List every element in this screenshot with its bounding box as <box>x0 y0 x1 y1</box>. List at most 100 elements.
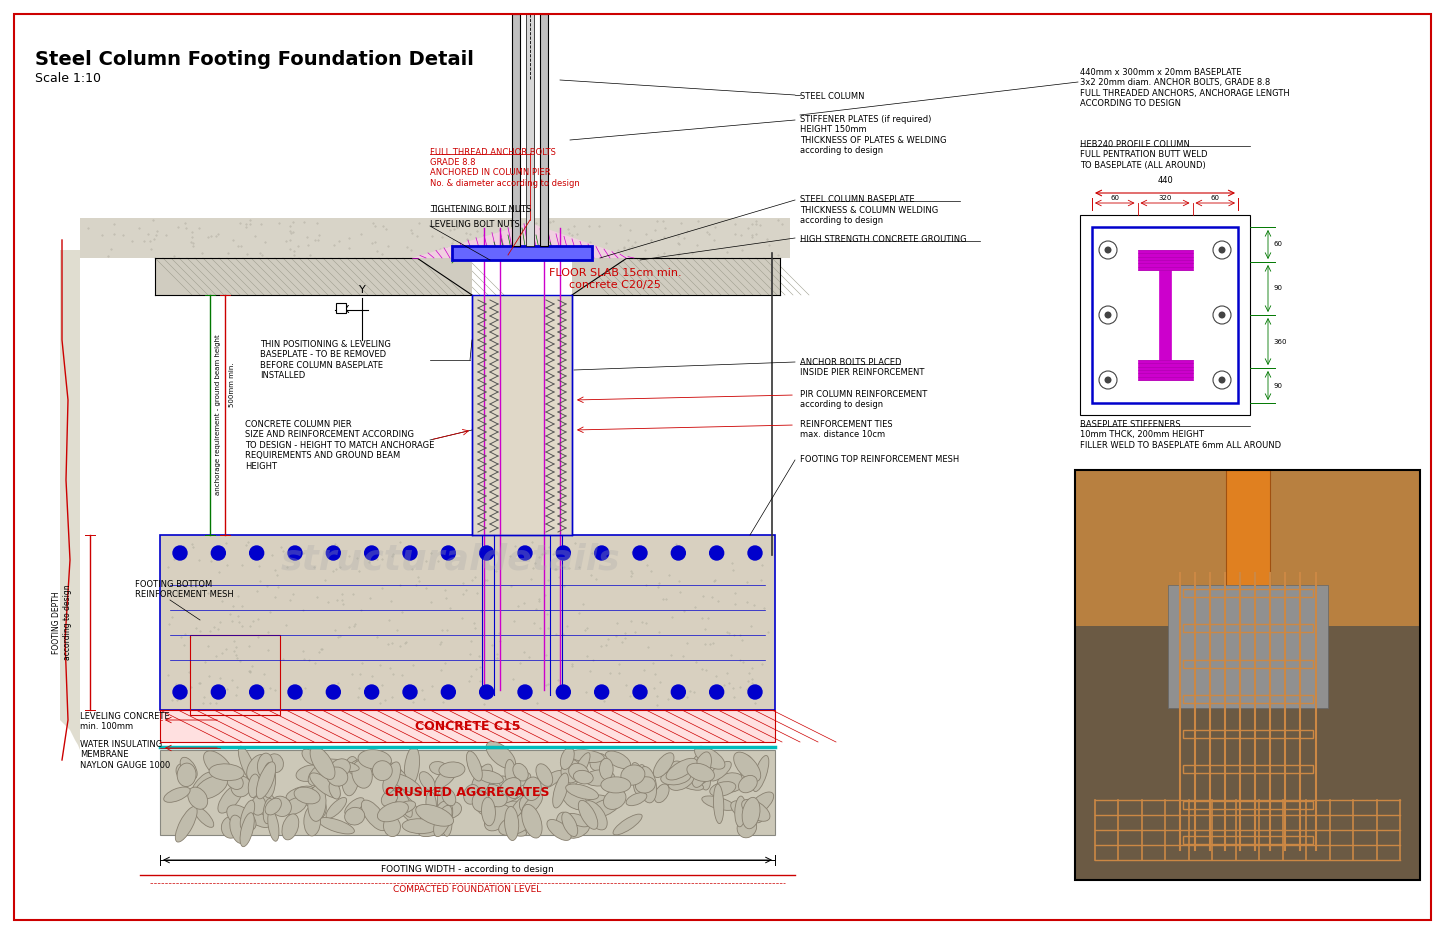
Ellipse shape <box>561 747 574 770</box>
Text: X: X <box>341 305 348 315</box>
Bar <box>526 14 535 246</box>
Ellipse shape <box>691 753 708 781</box>
Text: 440mm x 300mm x 20mm BASEPLATE
3x2 20mm diam. ANCHOR BOLTS, GRADE 8.8
FULL THREA: 440mm x 300mm x 20mm BASEPLATE 3x2 20mm … <box>1079 68 1290 108</box>
Ellipse shape <box>590 754 608 771</box>
Ellipse shape <box>676 777 704 790</box>
Circle shape <box>672 546 685 560</box>
Ellipse shape <box>345 807 364 825</box>
Circle shape <box>173 546 186 560</box>
Ellipse shape <box>377 801 409 822</box>
Ellipse shape <box>238 746 256 783</box>
Ellipse shape <box>435 801 452 827</box>
Ellipse shape <box>487 779 504 798</box>
Ellipse shape <box>426 791 436 816</box>
Ellipse shape <box>393 784 412 817</box>
Ellipse shape <box>633 765 646 794</box>
Ellipse shape <box>660 770 691 785</box>
Ellipse shape <box>467 751 483 781</box>
Circle shape <box>1218 247 1225 253</box>
Text: COMPACTED FOUNDATION LEVEL: COMPACTED FOUNDATION LEVEL <box>393 885 542 894</box>
Ellipse shape <box>569 753 590 786</box>
Ellipse shape <box>371 757 386 778</box>
Circle shape <box>211 546 225 560</box>
Circle shape <box>364 685 379 699</box>
Ellipse shape <box>493 812 516 832</box>
Bar <box>1075 470 1420 880</box>
Ellipse shape <box>504 759 516 785</box>
Ellipse shape <box>416 804 454 827</box>
Ellipse shape <box>669 761 689 786</box>
Text: ANCHOR BOLTS PLACED
INSIDE PIER REINFORCEMENT: ANCHOR BOLTS PLACED INSIDE PIER REINFORC… <box>801 358 925 377</box>
Ellipse shape <box>653 753 673 777</box>
Ellipse shape <box>499 776 517 799</box>
Ellipse shape <box>562 788 587 810</box>
Ellipse shape <box>709 782 736 797</box>
Ellipse shape <box>264 799 282 814</box>
Ellipse shape <box>267 811 279 842</box>
Ellipse shape <box>477 800 494 815</box>
Ellipse shape <box>496 801 526 821</box>
Ellipse shape <box>736 796 746 827</box>
Ellipse shape <box>600 758 613 780</box>
Circle shape <box>327 546 341 560</box>
Circle shape <box>1218 376 1225 384</box>
Circle shape <box>517 685 532 699</box>
Bar <box>1225 470 1270 614</box>
Ellipse shape <box>442 788 455 806</box>
Ellipse shape <box>435 766 457 788</box>
Text: LEVELING BOLT NUTS: LEVELING BOLT NUTS <box>431 220 520 229</box>
Ellipse shape <box>695 746 725 770</box>
Ellipse shape <box>741 755 756 786</box>
Ellipse shape <box>536 764 552 786</box>
Text: STEEL COLUMN: STEEL COLUMN <box>801 92 864 101</box>
Ellipse shape <box>383 762 400 794</box>
Ellipse shape <box>329 758 350 777</box>
Text: CONCRETE C15: CONCRETE C15 <box>415 719 520 732</box>
Ellipse shape <box>604 789 626 810</box>
Ellipse shape <box>626 793 647 806</box>
Circle shape <box>364 546 379 560</box>
Ellipse shape <box>434 805 452 837</box>
Ellipse shape <box>308 762 334 785</box>
Ellipse shape <box>562 812 578 837</box>
Ellipse shape <box>358 750 392 770</box>
Bar <box>160 750 775 835</box>
Ellipse shape <box>267 754 283 772</box>
Ellipse shape <box>753 756 769 792</box>
Text: STEEL COLUMN BASEPLATE: STEEL COLUMN BASEPLATE <box>801 195 915 204</box>
Ellipse shape <box>396 793 420 824</box>
Circle shape <box>633 685 647 699</box>
Ellipse shape <box>501 824 526 836</box>
Ellipse shape <box>353 760 373 788</box>
Ellipse shape <box>163 787 191 802</box>
Ellipse shape <box>249 774 260 798</box>
Text: THIN POSITIONING & LEVELING
BASEPLATE - TO BE REMOVED
BEFORE COLUMN BASEPLATE
IN: THIN POSITIONING & LEVELING BASEPLATE - … <box>260 340 392 380</box>
Bar <box>1182 730 1312 738</box>
Ellipse shape <box>621 765 644 785</box>
Ellipse shape <box>383 816 400 837</box>
Ellipse shape <box>509 796 527 822</box>
Bar <box>1182 589 1312 597</box>
Bar <box>1075 470 1420 880</box>
Ellipse shape <box>295 787 321 804</box>
Ellipse shape <box>315 799 327 818</box>
Ellipse shape <box>717 772 744 792</box>
Bar <box>1182 695 1312 703</box>
Ellipse shape <box>348 758 381 776</box>
Circle shape <box>327 685 341 699</box>
Ellipse shape <box>231 776 251 797</box>
Ellipse shape <box>225 772 243 789</box>
Ellipse shape <box>605 751 630 769</box>
Ellipse shape <box>686 763 714 782</box>
Ellipse shape <box>734 752 760 782</box>
Ellipse shape <box>204 751 233 781</box>
Ellipse shape <box>565 784 598 800</box>
Circle shape <box>480 546 494 560</box>
Circle shape <box>1212 371 1231 389</box>
Ellipse shape <box>270 796 292 816</box>
Ellipse shape <box>327 767 348 786</box>
Circle shape <box>1100 306 1117 324</box>
Ellipse shape <box>477 771 503 784</box>
Ellipse shape <box>191 772 214 801</box>
Ellipse shape <box>318 817 354 834</box>
